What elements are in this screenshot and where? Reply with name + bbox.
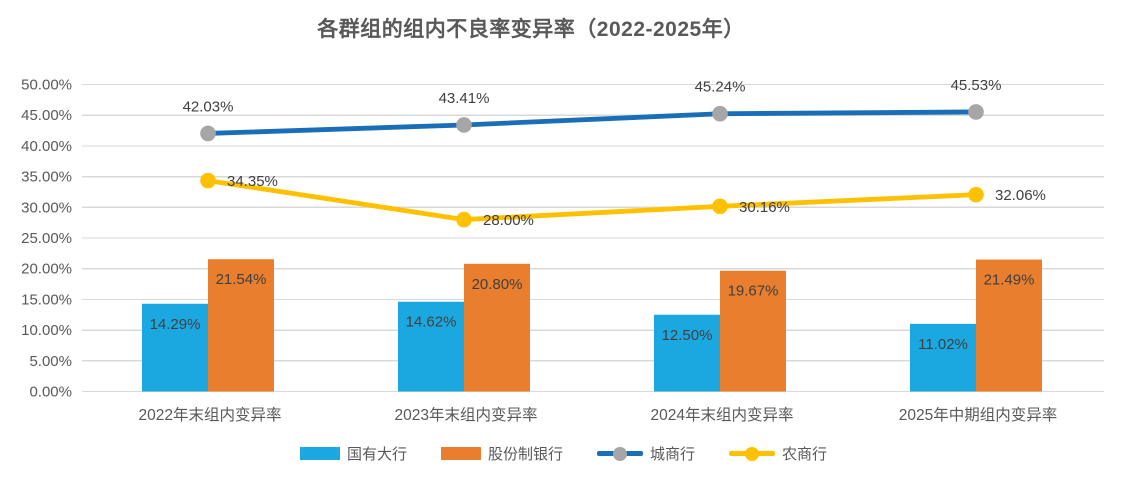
line-marker	[712, 198, 728, 215]
chart-title: 各群组的组内不良率变异率（2022-2025年）	[317, 18, 745, 41]
legend-item-guoyoudahang: 国有大行	[299, 443, 407, 464]
bar-value-label: 19.67%	[728, 283, 779, 300]
legend-label: 城商行	[650, 446, 696, 463]
legend-label: 股份制银行	[487, 446, 563, 463]
bar-value-label: 12.50%	[662, 327, 713, 344]
legend-item-nongshanghang: 农商行	[729, 443, 827, 464]
y-axis-tick-label: 30.00%	[21, 199, 72, 216]
x-axis-category-label: 2025年中期组内变异率	[899, 406, 1057, 424]
bar-value-label: 14.29%	[150, 316, 201, 333]
legend-label: 国有大行	[346, 446, 407, 463]
line-value-label: 42.03%	[183, 98, 234, 115]
line-series-农商行	[205, 178, 979, 222]
legend-item-chengshanghang: 城商行	[597, 443, 695, 464]
y-axis-tick-label: 45.00%	[21, 107, 72, 124]
y-axis-tick-label: 20.00%	[21, 261, 72, 278]
line-marker	[968, 186, 984, 203]
bar-value-label: 21.54%	[216, 271, 267, 288]
legend-label: 农商行	[782, 446, 828, 463]
line-marker	[456, 117, 472, 133]
line-value-label: 32.06%	[995, 187, 1046, 204]
y-axis-tick-label: 40.00%	[21, 138, 72, 155]
bar-国有大行	[910, 323, 976, 392]
line-value-label: 43.41%	[439, 90, 490, 107]
bar-value-label: 14.62%	[406, 314, 457, 331]
legend-bar-swatch-icon	[299, 447, 340, 460]
y-axis-tick-label: 15.00%	[21, 291, 72, 308]
y-axis-tick-label: 10.00%	[21, 322, 72, 339]
bar-value-label: 21.49%	[984, 272, 1035, 289]
x-axis-category-label: 2023年末组内变异率	[395, 406, 538, 424]
bar-国有大行	[654, 314, 720, 392]
bar-股份制银行	[464, 263, 530, 392]
line-series-城商行	[205, 109, 979, 136]
legend-line-marker-swatch-icon	[729, 446, 776, 461]
y-axis-tick-label: 0.00%	[29, 384, 72, 401]
line-marker	[712, 105, 728, 122]
y-axis-tick-label: 50.00%	[21, 77, 72, 94]
y-axis-tick-label: 25.00%	[21, 230, 72, 247]
x-axis-category-label: 2024年末组内变异率	[651, 406, 794, 424]
bar-股份制银行	[208, 259, 274, 392]
line-marker	[968, 104, 984, 120]
bar-value-label: 11.02%	[918, 336, 968, 353]
legend-item-gufenzhi: 股份制银行	[440, 443, 563, 464]
y-axis-tick-label: 35.00%	[21, 169, 72, 186]
bar-value-label: 20.80%	[472, 276, 523, 293]
bar-股份制银行	[976, 259, 1042, 392]
line-value-label: 45.24%	[695, 79, 746, 96]
line-marker	[456, 211, 472, 228]
line-marker	[200, 172, 216, 189]
line-value-label: 45.53%	[951, 77, 1002, 94]
bar-国有大行	[398, 301, 464, 392]
line-value-label: 28.00%	[483, 212, 534, 229]
legend-line-marker-swatch-icon	[597, 446, 643, 461]
y-axis-tick-label: 5.00%	[29, 353, 72, 370]
bar-国有大行	[142, 303, 208, 392]
line-marker	[200, 125, 216, 142]
x-axis-category-label: 2022年末组内变异率	[139, 406, 282, 424]
legend-bar-swatch-icon	[440, 447, 481, 460]
bar-股份制银行	[720, 270, 786, 392]
line-value-label: 30.16%	[739, 199, 790, 216]
chart-legend: 国有大行 股份制银行 城商行 农商行	[0, 443, 1127, 464]
line-value-label: 34.35%	[227, 173, 278, 190]
